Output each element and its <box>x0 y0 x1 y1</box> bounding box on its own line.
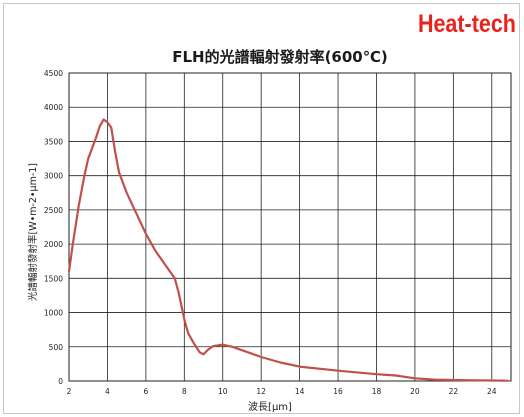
x-tick-label: 16 <box>333 387 343 396</box>
x-tick-label: 4 <box>105 387 110 396</box>
x-tick-label: 10 <box>218 387 228 396</box>
x-tick-label: 20 <box>410 387 420 396</box>
y-tick-label: 1500 <box>44 274 63 283</box>
x-tick-label: 2 <box>67 387 72 396</box>
x-tick-label: 18 <box>372 387 382 396</box>
y-tick-label: 500 <box>49 343 64 352</box>
y-tick-label: 2000 <box>44 240 63 249</box>
x-tick-label: 12 <box>256 387 266 396</box>
x-tick-label: 6 <box>143 387 148 396</box>
y-axis-label: 光譜輻射發射率[W•m-2•μm-1] <box>28 162 39 302</box>
chart-frame <box>3 3 520 414</box>
plot-background <box>69 73 511 381</box>
chart-title: FLH的光譜輻射發射率(600℃) <box>172 48 388 66</box>
brand-logo: Heat-tech <box>418 10 516 38</box>
x-tick-label: 14 <box>295 387 305 396</box>
y-tick-label: 2500 <box>44 206 63 215</box>
y-tick-label: 3000 <box>44 172 63 181</box>
x-axis-label: 波長[μm] <box>248 402 292 413</box>
series-line <box>67 118 509 382</box>
y-tick-label: 4000 <box>44 103 63 112</box>
x-tick-label: 8 <box>182 387 187 396</box>
y-tick-label: 0 <box>58 377 63 386</box>
y-tick-label: 3500 <box>44 137 63 146</box>
y-tick-label: 4500 <box>44 69 63 78</box>
y-tick-label: 1000 <box>44 309 63 318</box>
x-tick-label: 22 <box>449 387 459 396</box>
x-tick-label: 24 <box>487 387 497 396</box>
plot-border <box>68 72 512 382</box>
